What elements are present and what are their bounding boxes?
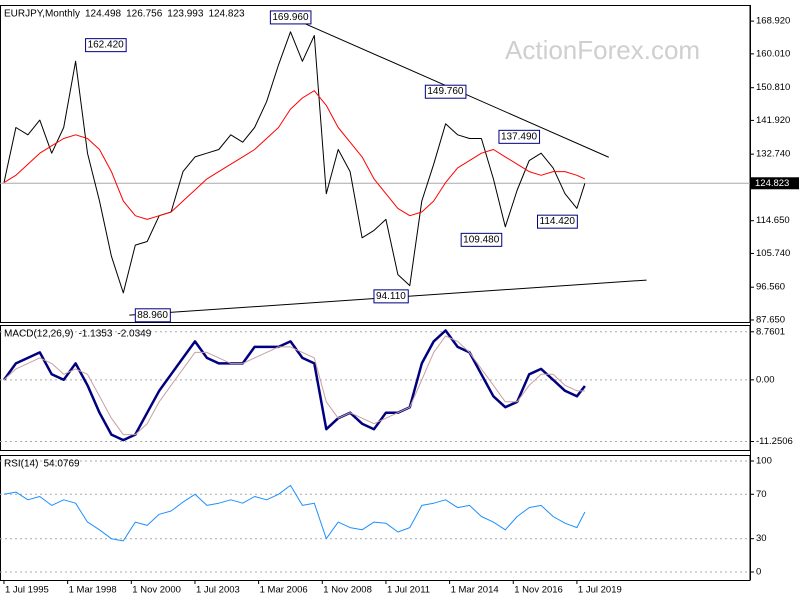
x-tick-label: 1 Mar 1998 — [69, 585, 117, 596]
y-tick-label: 0 — [756, 567, 761, 578]
series-line — [3, 90, 586, 220]
panel-title: MACD(12,26,9) — [4, 329, 73, 340]
x-tick-label: 1 Nov 2016 — [514, 585, 563, 596]
price-label-box — [537, 214, 578, 229]
price-label: 149.760 — [427, 86, 464, 97]
y-tick-label: 160.010 — [756, 48, 790, 59]
price-label-box — [460, 232, 503, 247]
header-value: 124.823 — [208, 9, 245, 20]
x-tick-label: 1 Mar 2006 — [260, 585, 308, 596]
price-label: 162.420 — [88, 40, 125, 51]
x-tick-label: 1 Jul 1995 — [5, 585, 49, 596]
x-tick-label: 1 Mar 2014 — [451, 585, 499, 596]
x-tick-label: 1 Nov 2000 — [132, 585, 181, 596]
series-line — [3, 31, 586, 294]
price-label: 169.960 — [272, 12, 309, 23]
price-label: 109.480 — [463, 234, 500, 245]
y-tick-label: 100 — [756, 456, 772, 467]
header-high: 126.756 — [126, 9, 163, 20]
y-tick-label: 96.560 — [756, 282, 785, 293]
x-tick-label: 1 Jul 2003 — [196, 585, 240, 596]
panel-title: RSI(14) — [4, 459, 38, 470]
y-tick-label: 8.7601 — [756, 326, 785, 337]
price-label: 94.110 — [376, 291, 406, 302]
y-tick-label: 0.00 — [756, 374, 775, 385]
y-tick-label: 105.740 — [756, 248, 790, 259]
y-tick-label: 168.920 — [756, 16, 790, 27]
price-label: 88.960 — [137, 310, 168, 321]
x-tick-label: 1 Nov 2008 — [323, 585, 372, 596]
header-low: 123.993 — [167, 9, 204, 20]
y-tick-label: 70 — [756, 489, 767, 500]
x-tick-label: 1 Jul 2011 — [387, 585, 430, 596]
header-value: -1.1353 — [78, 329, 112, 340]
y-tick-label: 141.920 — [756, 115, 790, 126]
header-value: -2.0349 — [117, 329, 151, 340]
y-tick-label: 87.650 — [756, 314, 785, 325]
last-price-box — [751, 177, 799, 190]
header-open: 124.498 — [85, 9, 122, 20]
y-tick-label: -11.2506 — [756, 436, 793, 447]
watermark: ActionForex.com — [505, 35, 700, 65]
panel-title: EURJPY,Monthly — [4, 9, 80, 20]
header-value: 54.0769 — [43, 459, 80, 470]
y-tick-label: 132.740 — [756, 149, 790, 160]
series-line — [3, 484, 586, 542]
price-label-box — [85, 38, 127, 53]
last-price-label: 124.823 — [755, 178, 789, 189]
y-tick-label: 30 — [756, 533, 767, 544]
y-tick-label: 150.810 — [756, 82, 790, 93]
price-label-box — [424, 84, 467, 99]
price-label: 114.420 — [540, 216, 576, 227]
series-line — [3, 335, 585, 436]
price-label: 137.490 — [501, 131, 538, 142]
y-tick-label: 114.650 — [756, 215, 790, 226]
price-label-box — [134, 308, 171, 323]
price-label-box — [498, 129, 541, 144]
x-tick-label: 1 Jul 2019 — [578, 585, 622, 596]
price-label-box — [373, 289, 409, 304]
price-label-box — [269, 10, 312, 25]
